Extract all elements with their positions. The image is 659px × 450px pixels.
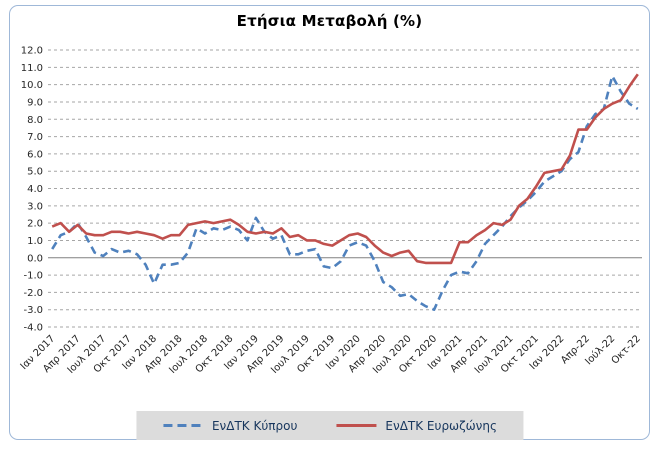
eurozone-series-line [51,73,639,265]
y-axis-tick-label: 3.0 [27,201,43,212]
eurozone-solid-line-swatch-icon [336,424,377,427]
legend-label-cyprus: ΕνΔΤΚ Κύπρου [211,418,298,433]
cyprus-dashed-line-swatch-icon [162,424,203,427]
y-axis-tick-label: 5.0 [27,167,43,178]
y-axis-tick-label: 4.0 [27,184,43,195]
y-axis-tick-label: 12.0 [21,46,43,57]
chart-title: Ετήσια Μεταβολή (%) [236,12,423,30]
y-axis-tick-label: 10.0 [21,80,43,91]
y-axis-tick-label: 9.0 [27,97,43,108]
cyprus-series-line [51,74,639,312]
y-axis-tick-label: -2.0 [23,288,43,299]
y-axis-tick-label: 7.0 [27,132,43,143]
y-axis-tick-label: 1.0 [27,236,43,247]
y-axis-tick-label: -4.0 [23,323,43,334]
legend-label-eurozone: ΕνΔΤΚ Ευρωζώνης [385,418,498,433]
y-axis-tick-label: 6.0 [27,149,43,160]
y-axis-tick-label: -3.0 [23,305,43,316]
chart-frame-border [9,5,650,440]
legend-item-cyprus: ΕνΔΤΚ Κύπρου [162,419,297,433]
y-axis-tick-label: -1.0 [23,271,43,282]
legend-item-eurozone: ΕνΔΤΚ Ευρωζώνης [335,419,497,433]
y-axis-tick-label: 2.0 [27,219,43,230]
y-axis-tick-label: 8.0 [27,115,43,126]
y-axis-tick-label: 0.0 [27,253,43,264]
legend: ΕνΔΤΚ Κύπρου ΕνΔΤΚ Ευρωζώνης [135,411,524,440]
y-axis-tick-label: 11.0 [21,63,43,74]
